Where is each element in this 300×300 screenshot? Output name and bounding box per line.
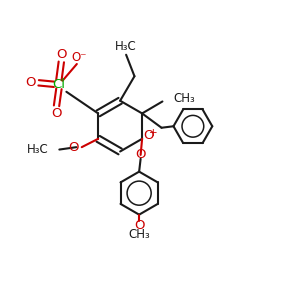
Text: O: O (26, 76, 36, 89)
Text: O⁻: O⁻ (71, 51, 87, 64)
Text: CH₃: CH₃ (129, 228, 151, 241)
Text: O: O (143, 129, 154, 142)
Text: O: O (134, 219, 144, 232)
Text: H₃C: H₃C (115, 40, 136, 53)
Text: +: + (149, 128, 158, 138)
Text: Cl: Cl (52, 78, 65, 91)
Text: O: O (51, 107, 62, 120)
Text: O: O (57, 48, 67, 61)
Text: O: O (68, 141, 79, 154)
Text: O: O (135, 148, 146, 161)
Text: H₃C: H₃C (27, 143, 49, 156)
Text: CH₃: CH₃ (174, 92, 196, 105)
